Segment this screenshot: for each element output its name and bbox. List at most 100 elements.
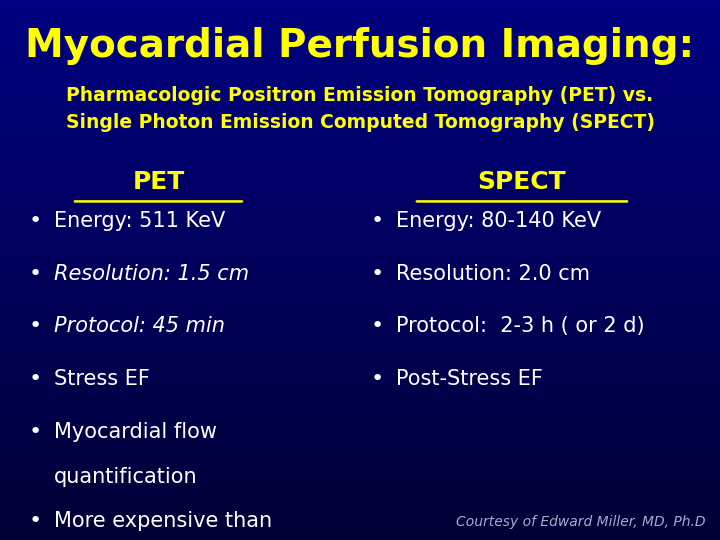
Bar [0, 451, 720, 454]
Bar [0, 176, 720, 178]
Bar [0, 165, 720, 167]
Bar [0, 467, 720, 470]
Bar [0, 378, 720, 381]
Bar [0, 111, 720, 113]
Text: Protocol: 45 min: Protocol: 45 min [54, 316, 225, 336]
Text: Resolution: 2.0 cm: Resolution: 2.0 cm [396, 264, 590, 284]
Bar [0, 292, 720, 294]
Bar [0, 289, 720, 292]
Bar [0, 340, 720, 343]
Bar [0, 351, 720, 354]
Bar [0, 526, 720, 529]
Bar [0, 475, 720, 478]
Bar [0, 300, 720, 302]
Text: quantification: quantification [54, 467, 197, 487]
Bar [0, 259, 720, 262]
Bar [0, 65, 720, 68]
Bar [0, 383, 720, 386]
Bar [0, 427, 720, 429]
Bar [0, 140, 720, 143]
Bar [0, 389, 720, 392]
Bar [0, 537, 720, 540]
Text: •: • [29, 316, 42, 336]
Bar [0, 132, 720, 135]
Bar [0, 354, 720, 356]
Bar [0, 400, 720, 402]
Bar [0, 251, 720, 254]
Text: Protocol:  2-3 h ( or 2 d): Protocol: 2-3 h ( or 2 d) [396, 316, 644, 336]
Bar [0, 464, 720, 467]
Bar [0, 122, 720, 124]
Text: Resolution: 1.5 cm: Resolution: 1.5 cm [54, 264, 249, 284]
Bar [0, 483, 720, 486]
Bar [0, 437, 720, 440]
Bar [0, 394, 720, 397]
Bar [0, 348, 720, 351]
Bar [0, 194, 720, 197]
Text: Myocardial flow: Myocardial flow [54, 422, 217, 442]
Bar [0, 392, 720, 394]
Bar [0, 8, 720, 11]
Bar [0, 221, 720, 224]
Bar [0, 68, 720, 70]
Bar [0, 310, 720, 313]
Bar [0, 440, 720, 443]
Bar [0, 173, 720, 176]
Bar [0, 73, 720, 76]
Bar [0, 262, 720, 265]
Bar [0, 410, 720, 413]
Bar [0, 38, 720, 40]
Bar [0, 30, 720, 32]
Bar [0, 130, 720, 132]
Bar [0, 462, 720, 464]
Bar [0, 324, 720, 327]
Bar [0, 281, 720, 284]
Bar [0, 219, 720, 221]
Bar [0, 151, 720, 154]
Bar [0, 286, 720, 289]
Text: More expensive than: More expensive than [54, 511, 272, 531]
Bar [0, 432, 720, 435]
Bar [0, 148, 720, 151]
Bar [0, 46, 720, 49]
Bar [0, 192, 720, 194]
Bar [0, 294, 720, 297]
Bar [0, 248, 720, 251]
Bar [0, 43, 720, 46]
Text: •: • [371, 316, 384, 336]
Bar [0, 213, 720, 216]
Bar [0, 413, 720, 416]
Text: •: • [371, 211, 384, 231]
Bar [0, 275, 720, 278]
Bar [0, 181, 720, 184]
Bar [0, 305, 720, 308]
Bar [0, 416, 720, 418]
Bar [0, 500, 720, 502]
Bar [0, 232, 720, 235]
Bar [0, 346, 720, 348]
Bar [0, 3, 720, 5]
Bar [0, 57, 720, 59]
Bar [0, 76, 720, 78]
Bar [0, 16, 720, 19]
Bar [0, 189, 720, 192]
Bar [0, 0, 720, 3]
Bar [0, 491, 720, 494]
Bar [0, 316, 720, 319]
Bar [0, 386, 720, 389]
Bar [0, 397, 720, 400]
Text: •: • [29, 211, 42, 231]
Bar [0, 127, 720, 130]
Bar [0, 278, 720, 281]
Bar [0, 14, 720, 16]
Bar [0, 418, 720, 421]
Bar [0, 497, 720, 500]
Text: Energy: 511 KeV: Energy: 511 KeV [54, 211, 225, 231]
Bar [0, 362, 720, 364]
Bar [0, 49, 720, 51]
Text: •: • [371, 369, 384, 389]
Text: PET: PET [132, 170, 184, 194]
Bar [0, 508, 720, 510]
Bar [0, 435, 720, 437]
Bar [0, 22, 720, 24]
